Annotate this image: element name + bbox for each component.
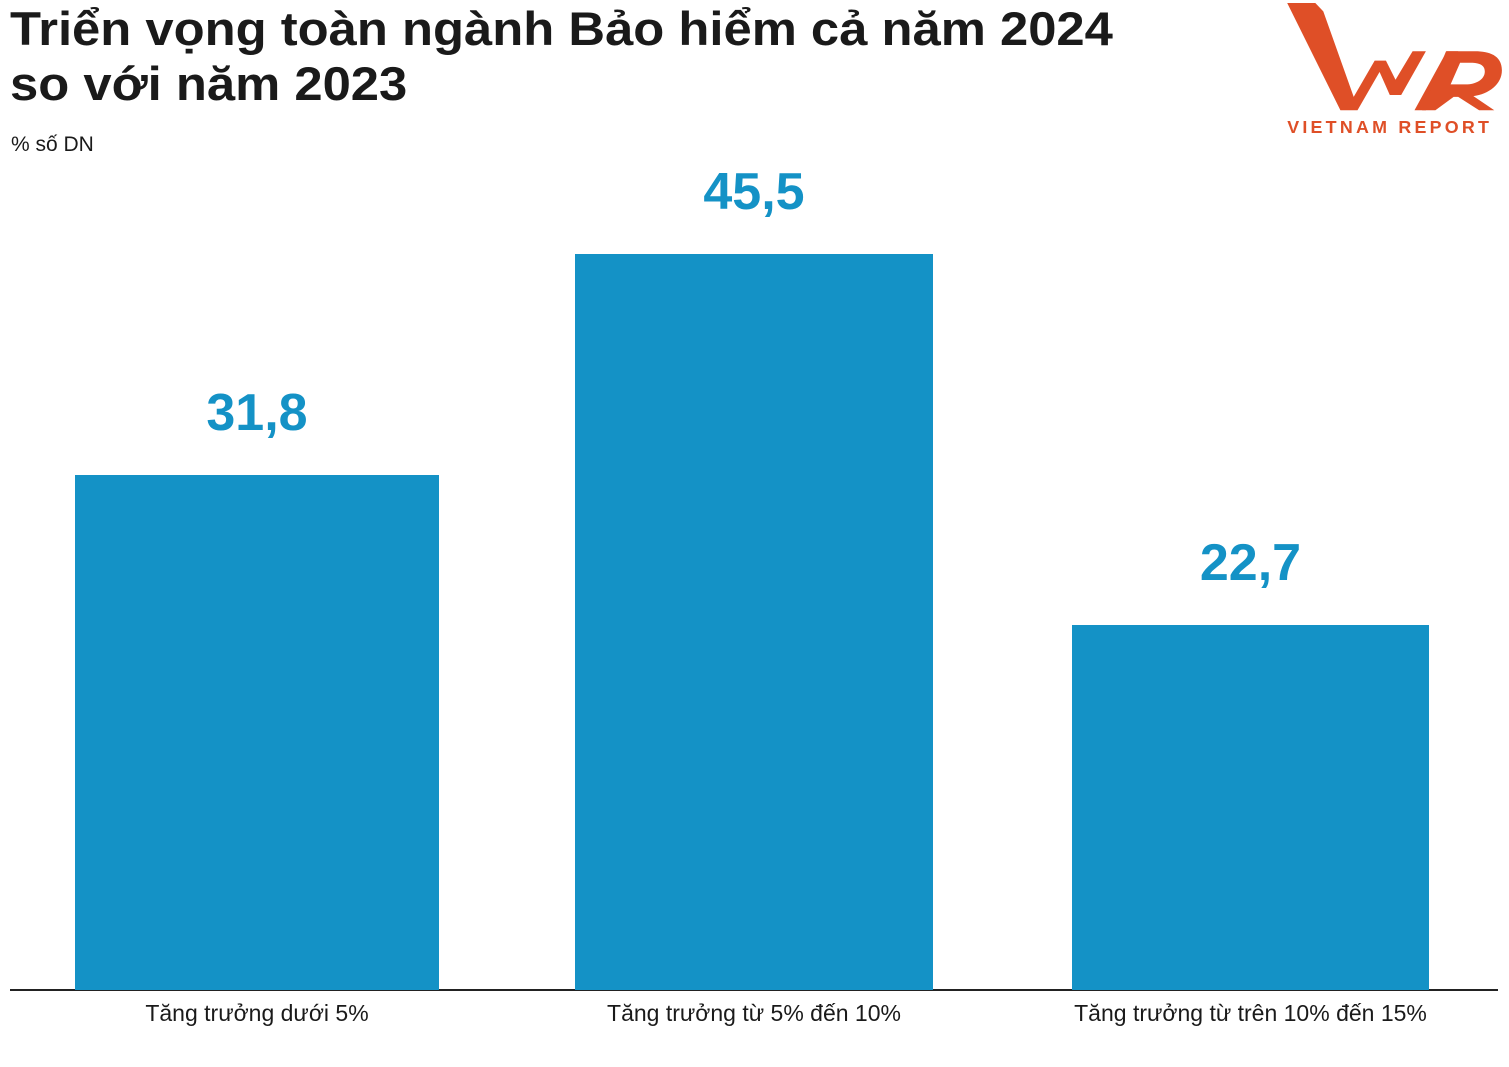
svg-text:VIETNAM REPORT: VIETNAM REPORT — [1287, 117, 1492, 137]
